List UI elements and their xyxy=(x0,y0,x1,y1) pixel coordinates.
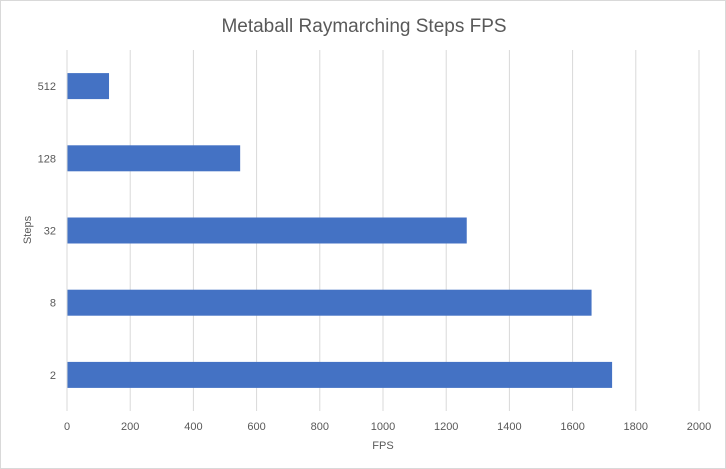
x-tick-label: 1400 xyxy=(497,421,521,433)
x-tick-label: 1000 xyxy=(371,421,395,433)
x-tick-label: 400 xyxy=(184,421,202,433)
y-tick-label: 8 xyxy=(50,298,56,310)
x-tick-label: 1600 xyxy=(560,421,584,433)
x-tick-label: 1800 xyxy=(624,421,648,433)
x-axis-title: FPS xyxy=(372,440,393,452)
bar-steps-128 xyxy=(67,145,241,172)
x-axis-ticks: 0 200 400 600 800 1000 1200 1400 1600 1800 2000 xyxy=(64,421,711,433)
x-tick-label: 600 xyxy=(247,421,265,433)
y-tick-label: 32 xyxy=(44,226,56,238)
bar-steps-32 xyxy=(67,217,467,244)
bars xyxy=(67,73,613,388)
y-axis-title: Steps xyxy=(22,215,34,244)
chart-title: Metaball Raymarching Steps FPS xyxy=(221,16,506,37)
x-tick-label: 800 xyxy=(311,421,329,433)
y-axis-ticks: 2 8 32 128 512 xyxy=(38,81,56,382)
y-tick-label: 128 xyxy=(38,153,56,165)
x-tick-label: 200 xyxy=(121,421,139,433)
bar-steps-8 xyxy=(67,289,592,316)
bar-steps-2 xyxy=(67,361,613,388)
y-tick-label: 512 xyxy=(38,81,56,93)
bar-steps-512 xyxy=(67,73,110,100)
y-tick-label: 2 xyxy=(50,370,56,382)
x-tick-label: 0 xyxy=(64,421,70,433)
x-tick-label: 1200 xyxy=(434,421,458,433)
x-tick-label: 2000 xyxy=(687,421,711,433)
